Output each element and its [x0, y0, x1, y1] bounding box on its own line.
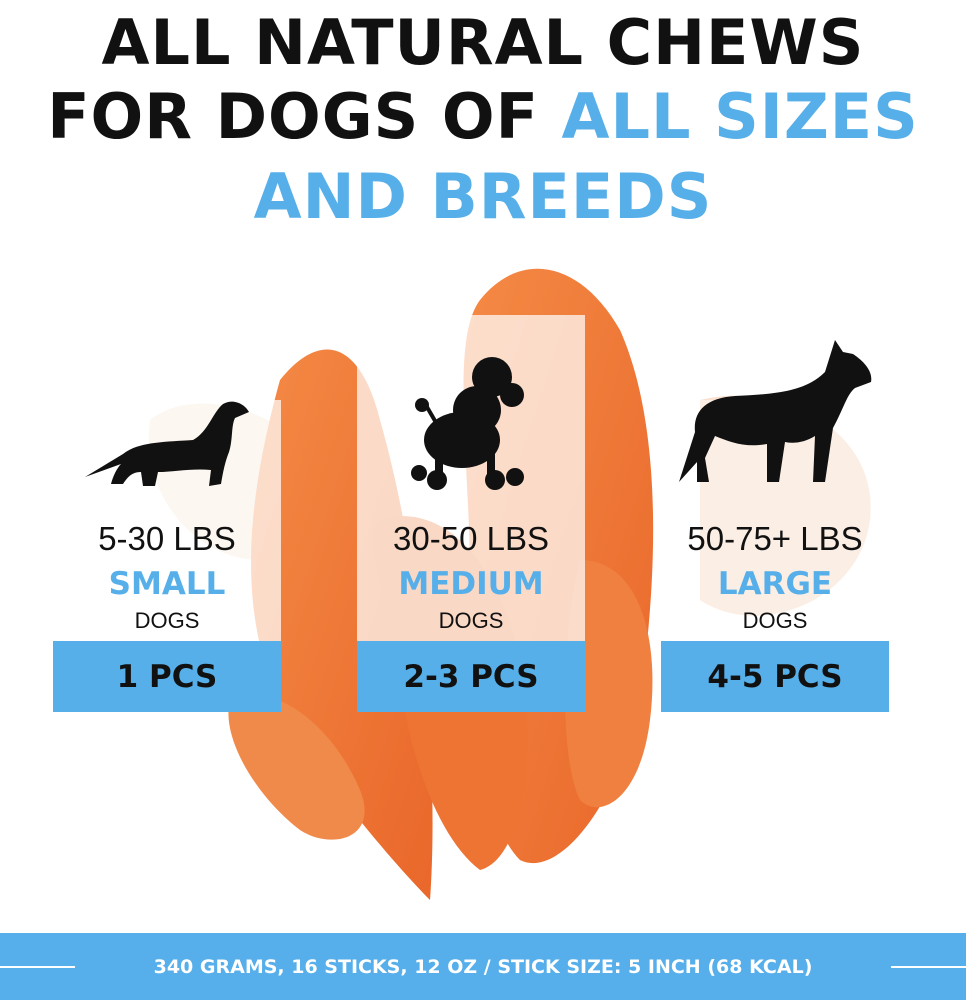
card-large-dogs: 50-75+ LBS LARGE DOGS 4-5 PCS: [661, 340, 889, 712]
headline-line-2-blue: ALL SIZES: [561, 80, 919, 153]
weight-range: 30-50 LBS: [393, 520, 549, 557]
headline-line-2: FOR DOGS OF ALL SIZES: [0, 86, 966, 148]
footer-text: 340 GRAMS, 16 STICKS, 12 OZ / STICK SIZE…: [153, 955, 813, 978]
headline-line-1: ALL NATURAL CHEWS: [101, 6, 865, 79]
boxer-icon: [679, 340, 872, 482]
pieces-bar: 2-3 PCS: [357, 641, 585, 712]
poodle-icon: [411, 357, 524, 490]
pieces-bar: 4-5 PCS: [661, 641, 889, 712]
footer-banner: 340 GRAMS, 16 STICKS, 12 OZ / STICK SIZE…: [0, 933, 966, 1000]
dachshund-icon: [85, 401, 249, 486]
dogs-label: DOGS: [438, 608, 504, 633]
card-small-dogs: 5-30 LBS SMALL DOGS 1 PCS: [53, 400, 281, 712]
footer-divider-left: [0, 966, 75, 968]
size-label: LARGE: [717, 566, 833, 602]
card-medium-dogs: 30-50 LBS MEDIUM DOGS 2-3 PCS: [357, 315, 585, 712]
dogs-label: DOGS: [134, 608, 200, 633]
size-label: MEDIUM: [398, 566, 544, 602]
footer-divider-right: [891, 966, 966, 968]
headline-line-3: AND BREEDS: [253, 160, 713, 233]
headline-line-2-black: FOR DOGS OF: [47, 80, 562, 153]
weight-range: 50-75+ LBS: [687, 520, 863, 557]
size-label: SMALL: [108, 566, 226, 602]
pieces-bar: 1 PCS: [53, 641, 281, 712]
weight-range: 5-30 LBS: [98, 520, 236, 557]
dogs-label: DOGS: [742, 608, 808, 633]
